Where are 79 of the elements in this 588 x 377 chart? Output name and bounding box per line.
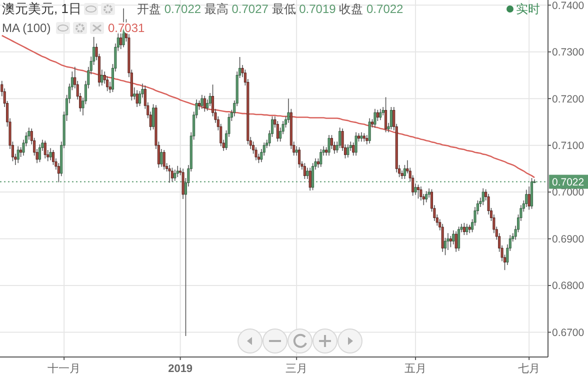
- candlestick: [208, 92, 212, 106]
- x-tick-label: 七月: [518, 362, 540, 375]
- candlestick: [444, 237, 447, 256]
- x-tick-label: 2019: [168, 363, 193, 375]
- chart-title: 澳元美元, 1日: [2, 1, 82, 16]
- candlestick: [328, 134, 330, 156]
- candlestick: [420, 186, 422, 201]
- candlestick: [352, 142, 355, 156]
- candlestick: [428, 188, 430, 198]
- x-tick-label: 十一月: [48, 362, 81, 375]
- candlestick: [49, 148, 52, 161]
- candlestick: [106, 76, 109, 92]
- y-tick-label: 0.6700: [552, 326, 584, 339]
- candlestick: [346, 144, 350, 158]
- y-tick-label: 0.6900: [552, 233, 584, 246]
- candlestick: [152, 104, 155, 130]
- x-tick-label: 三月: [286, 363, 308, 375]
- candlestick: [100, 69, 104, 86]
- candlestick: [312, 162, 314, 191]
- candlestick: [20, 146, 22, 158]
- x-tick-label: 五月: [404, 363, 427, 375]
- candlestick: [525, 189, 528, 208]
- candlestick: [276, 120, 279, 142]
- candlestick: [360, 132, 363, 142]
- candlestick: [57, 162, 60, 183]
- y-tick-label: 0.7100: [552, 140, 584, 152]
- candlestick: [376, 109, 379, 122]
- candlestick: [528, 186, 530, 210]
- candlestick: [168, 164, 171, 184]
- candlestick: [330, 134, 333, 150]
- candlestick: [316, 158, 320, 168]
- candlestick: [414, 183, 417, 196]
- ref-line-label: 0.7022: [552, 176, 584, 188]
- chart-subtitle: 开盘 0.7022 最高 0.7027 最低 0.7019 收盘 0.7022: [137, 2, 404, 16]
- y-tick-label: 0.6800: [552, 280, 584, 292]
- y-tick-label: 0.7300: [552, 46, 584, 59]
- candlestick: [136, 90, 138, 108]
- candlestick: [160, 148, 163, 168]
- candlestick: [425, 190, 428, 203]
- candlestick: [462, 222, 466, 236]
- candlestick: [374, 108, 376, 128]
- candlestick: [379, 108, 382, 120]
- candlestick: [403, 164, 406, 180]
- candlestick: [368, 118, 371, 144]
- candlestick: [454, 230, 458, 252]
- candlestick: [203, 95, 206, 112]
- candlestick: [16, 146, 20, 164]
- annotation: 实时: [516, 2, 540, 16]
- candlestick: [295, 146, 298, 156]
- candlestick: [52, 150, 55, 166]
- candlestick: [338, 127, 342, 149]
- candlestick: [384, 96, 388, 133]
- candlestick: [308, 167, 312, 192]
- candlestick: [390, 106, 392, 130]
- candlestick: [354, 132, 358, 156]
- candlestick: [198, 100, 200, 110]
- y-tick-label: 0.7000: [552, 186, 584, 199]
- candlestick: [449, 236, 452, 248]
- candlestick: [38, 144, 41, 163]
- y-tick-label: 0.7400: [552, 0, 584, 12]
- candlestick: [44, 140, 46, 159]
- series-label: MA (100): [2, 21, 51, 35]
- candlestick: [458, 226, 460, 252]
- candlestick: [176, 165, 179, 178]
- candlestick: [298, 146, 301, 168]
- line-series: [1, 34, 536, 178]
- candlestick: [320, 148, 322, 168]
- candlestick: [120, 32, 122, 50]
- candlestick: [200, 94, 204, 110]
- candlestick: [441, 223, 444, 252]
- candlestick: [466, 223, 468, 236]
- candlestick: [416, 184, 420, 199]
- y-tick-label: 0.7200: [552, 93, 584, 106]
- candlestick: [303, 162, 306, 180]
- candlestick: [170, 167, 174, 182]
- candlestick: [482, 188, 484, 206]
- candlestick: [174, 169, 176, 182]
- candlestick: [162, 150, 166, 170]
- candlestick: [287, 98, 290, 124]
